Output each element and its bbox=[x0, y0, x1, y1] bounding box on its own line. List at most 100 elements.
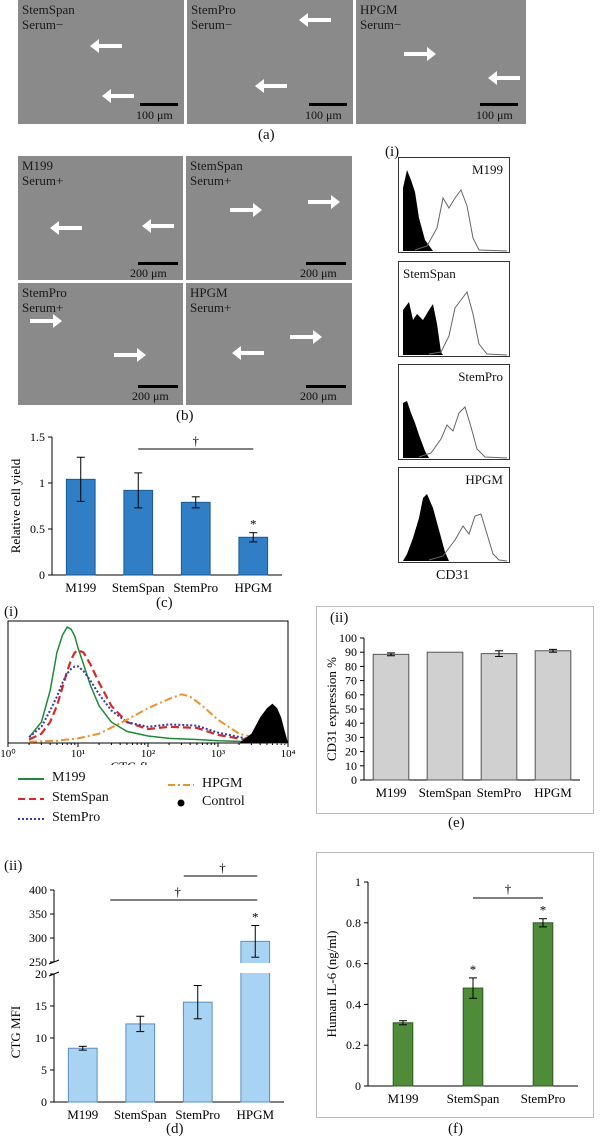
category-label: StemSpan bbox=[419, 785, 472, 800]
significance-mark: † bbox=[219, 862, 226, 875]
y-tick-label: 50 bbox=[345, 702, 357, 716]
y-tick-label: 0.2 bbox=[346, 1038, 361, 1052]
scale-bar-label: 100 μm bbox=[136, 108, 173, 122]
category-label: StemPro bbox=[175, 1107, 220, 1122]
bar bbox=[480, 653, 518, 781]
y-tick-label: 0 bbox=[351, 773, 357, 787]
arrow-marker bbox=[404, 47, 436, 61]
y-tick-label: 70 bbox=[345, 674, 357, 688]
micrograph-label: HPGM Serum− bbox=[360, 2, 402, 32]
y-tick-label: 80 bbox=[345, 659, 357, 673]
significance-star: * bbox=[540, 903, 547, 918]
histogram-label: StemPro bbox=[458, 369, 503, 384]
y-axis-title: CTG MFI bbox=[8, 1006, 23, 1058]
micrograph-label: HPGM Serum+ bbox=[190, 285, 232, 315]
roman-i-ctg: (i) bbox=[4, 604, 19, 620]
scale-bar bbox=[306, 262, 346, 265]
series-hpgm bbox=[29, 693, 289, 744]
y-tick-label: 40 bbox=[345, 716, 357, 730]
significance-mark: † bbox=[175, 884, 182, 899]
y-tick-label: 10 bbox=[345, 759, 357, 773]
y-tick-label: 0.5 bbox=[30, 522, 45, 536]
arrow-marker bbox=[299, 13, 331, 27]
scale-bar-label: 200 μm bbox=[132, 389, 169, 403]
legend-lines bbox=[18, 778, 194, 820]
hist-roman-i: (i) bbox=[385, 144, 400, 160]
y-tick-label: 0 bbox=[41, 1095, 47, 1109]
category-label: StemPro bbox=[477, 785, 522, 800]
histogram-plot bbox=[403, 494, 508, 562]
y-tick-label: 250 bbox=[29, 955, 47, 969]
bar bbox=[67, 1047, 98, 1103]
panel-e-box bbox=[316, 606, 594, 814]
caption-f: (f) bbox=[448, 1121, 463, 1137]
x-tick-label: 10³ bbox=[211, 748, 226, 760]
category-label: HPGM bbox=[234, 580, 272, 595]
caption-d: (d) bbox=[166, 1121, 184, 1137]
legend-label-control: Control bbox=[202, 794, 245, 809]
histogram-label: StemSpan bbox=[403, 266, 456, 281]
category-label: HPGM bbox=[534, 785, 572, 800]
arrow-marker bbox=[308, 195, 340, 209]
arrow-marker bbox=[230, 203, 262, 217]
category-label: HPGM bbox=[236, 1107, 274, 1122]
y-axis-title: Relative cell yield bbox=[8, 458, 23, 553]
micrograph-label: StemSpan Serum− bbox=[22, 2, 75, 32]
y-tick-label: 1 bbox=[39, 476, 45, 490]
scale-bar bbox=[138, 385, 178, 388]
scale-bar-label: 200 μm bbox=[130, 266, 167, 280]
y-tick-label: 300 bbox=[29, 931, 47, 945]
scale-bar bbox=[309, 103, 347, 106]
y-tick-label: 400 bbox=[29, 883, 47, 897]
y-tick-label: 30 bbox=[345, 730, 357, 744]
y-tick-label: 1.5 bbox=[30, 430, 45, 444]
category-label: StemSpan bbox=[112, 580, 165, 595]
scale-bar-label: 200 μm bbox=[300, 266, 337, 280]
plot-frame bbox=[7, 620, 289, 744]
chart-relative-cell-yield: 0 0.5 1 1.5 M199 StemSpan StemPro * HPGM Relative… bbox=[8, 430, 282, 595]
roman-ii-e: (ii) bbox=[330, 610, 349, 626]
x-tick-label: 10⁰ bbox=[0, 748, 16, 760]
scale-bar-label: 100 μm bbox=[476, 108, 513, 122]
arrow-marker bbox=[142, 219, 174, 233]
y-tick-label: 0.8 bbox=[346, 916, 361, 930]
cd31-histogram-hpgm: HPGM bbox=[398, 467, 510, 563]
bar bbox=[426, 651, 464, 781]
series-stempro bbox=[28, 665, 289, 744]
y-tick-label: 1 bbox=[355, 875, 361, 889]
micrograph-b-stemspan: StemSpan Serum+ 200 μm bbox=[186, 156, 352, 280]
bar bbox=[462, 987, 484, 1087]
y-tick-label: 100 bbox=[339, 631, 357, 645]
y-axis-title: CD31 expression % bbox=[324, 657, 339, 761]
histogram-label: HPGM bbox=[465, 472, 503, 487]
y-tick-label: 350 bbox=[29, 907, 47, 921]
arrow-marker bbox=[290, 330, 322, 344]
caption-e: (e) bbox=[448, 815, 465, 831]
y-tick-label: 0.4 bbox=[346, 997, 361, 1011]
series-control bbox=[239, 703, 288, 743]
y-tick-label: 5 bbox=[41, 1063, 47, 1077]
caption-a: (a) bbox=[258, 127, 275, 143]
arrow-marker bbox=[102, 89, 134, 103]
legend-swatch bbox=[177, 799, 185, 807]
micrograph-a-stempro: StemPro Serum− 100 μm bbox=[187, 0, 353, 124]
legend-label-stempro: StemPro bbox=[52, 810, 101, 825]
y-tick-label: 0 bbox=[39, 568, 45, 582]
category-label: StemSpan bbox=[114, 1107, 167, 1122]
cd31-histogram-stempro: StemPro bbox=[398, 364, 510, 460]
histogram-plot bbox=[403, 170, 508, 252]
y-tick-label: 10 bbox=[35, 1031, 47, 1045]
bar bbox=[532, 922, 554, 1087]
histogram-xlabel: CD31 bbox=[436, 568, 470, 583]
legend-label-hpgm: HPGM bbox=[202, 776, 243, 791]
bar bbox=[238, 536, 269, 576]
cd31-histogram-stemspan: StemSpan bbox=[398, 261, 510, 357]
significance-star: * bbox=[250, 517, 257, 532]
arrow-marker bbox=[114, 348, 146, 362]
micrograph-label: StemSpan Serum+ bbox=[190, 158, 243, 188]
arrow-marker bbox=[488, 71, 520, 85]
micrograph-b-stempro: StemPro Serum+ 200 μm bbox=[18, 283, 183, 405]
chart-ctg-mfi: 250 300 350 400 0 5 10 15 20 CTG MFI M199 StemSpan S… bbox=[8, 862, 284, 1122]
bar bbox=[372, 653, 410, 781]
significance-star: * bbox=[252, 910, 259, 925]
